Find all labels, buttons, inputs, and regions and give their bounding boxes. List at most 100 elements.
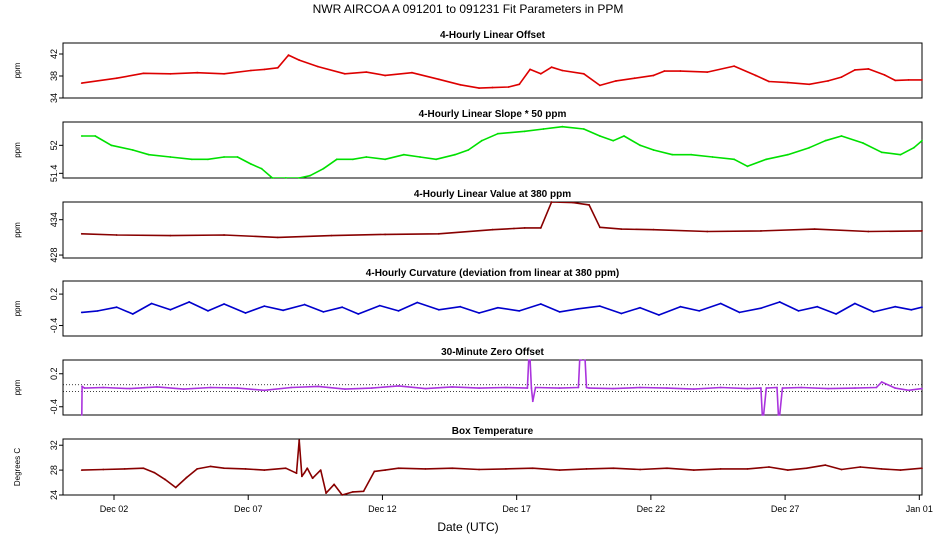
panel-frame	[62, 280, 923, 337]
panel-title: 4-Hourly Curvature (deviation from linea…	[366, 268, 619, 279]
data-point	[335, 158, 338, 161]
data-point	[840, 468, 843, 471]
data-point	[505, 467, 507, 470]
data-point	[827, 387, 829, 390]
data-point	[317, 65, 319, 68]
data-point	[572, 201, 574, 204]
data-point	[123, 467, 126, 470]
data-point	[875, 386, 878, 389]
data-point	[786, 153, 789, 156]
data-point	[746, 467, 749, 470]
data-point	[306, 467, 309, 470]
data-point	[341, 306, 344, 309]
data-point	[174, 486, 177, 489]
data-point	[276, 66, 279, 69]
data-point	[319, 469, 322, 472]
data-point	[761, 414, 764, 416]
data-point	[816, 305, 819, 308]
y-tick-label: 28	[49, 465, 59, 475]
y-tick-label: 24	[49, 490, 59, 500]
y-axis-label: ppm	[13, 222, 22, 238]
data-point	[529, 68, 531, 71]
data-point	[263, 305, 266, 308]
data-point	[797, 309, 800, 312]
x-tick-label: Dec 27	[771, 504, 800, 514]
data-point	[80, 414, 83, 416]
data-point	[276, 236, 279, 239]
data-point	[585, 467, 588, 470]
data-point	[196, 71, 199, 74]
data-point	[459, 305, 462, 308]
data-point	[513, 227, 515, 230]
data-point	[582, 72, 585, 75]
y-tick-label: 0.2	[49, 288, 59, 301]
data-point	[196, 467, 199, 470]
data-point	[284, 467, 287, 470]
data-point	[115, 234, 118, 236]
data-point	[894, 305, 897, 308]
panel-4: 4-Hourly Curvature (deviation from linea…	[13, 268, 923, 337]
data-point	[577, 386, 580, 389]
data-point	[352, 490, 354, 493]
data-point	[746, 165, 749, 168]
data-point	[679, 70, 682, 72]
data-point	[800, 386, 803, 389]
data-point	[80, 232, 83, 235]
data-point	[250, 163, 252, 165]
data-point	[341, 494, 344, 496]
data-point	[403, 153, 405, 156]
data-point	[115, 306, 118, 309]
data-point	[223, 303, 225, 305]
data-point	[496, 306, 499, 309]
data-point	[907, 389, 910, 392]
data-point	[94, 135, 97, 137]
x-axis: Dec 02 Dec 07 Dec 12 Dec 17 Dec 22 Dec 27 Jan …	[100, 495, 933, 514]
data-point	[840, 76, 843, 78]
data-point	[598, 226, 601, 229]
data-point	[523, 227, 526, 229]
data-point	[131, 313, 134, 315]
data-point	[397, 467, 400, 470]
data-point	[894, 79, 897, 82]
data-point	[102, 386, 105, 389]
data-point	[853, 69, 856, 71]
panel-title: 4-Hourly Linear Slope * 50 ppm	[419, 109, 567, 120]
data-point	[303, 303, 306, 306]
data-point	[81, 385, 83, 388]
data-point	[531, 400, 534, 403]
data-point	[80, 82, 83, 85]
data-point	[862, 142, 864, 144]
data-point	[584, 359, 587, 361]
data-point	[639, 468, 642, 471]
data-point	[271, 177, 274, 179]
panel-2: 4-Hourly Linear Slope * 50 ppm 51.4 52 ppm	[13, 109, 923, 182]
data-point	[585, 386, 588, 389]
data-point	[633, 77, 636, 80]
data-point	[805, 467, 808, 470]
data-point	[813, 228, 816, 231]
data-point	[478, 312, 480, 314]
data-point	[762, 414, 765, 416]
data-point	[435, 158, 438, 161]
data-point	[921, 139, 923, 142]
data-point	[80, 135, 83, 137]
data-point	[786, 469, 789, 472]
data-point	[921, 229, 923, 232]
data-point	[558, 311, 561, 313]
y-tick-label: 42	[49, 49, 59, 59]
data-point	[298, 177, 301, 179]
data-point	[531, 467, 534, 470]
data-point	[679, 305, 682, 308]
panel-title: 4-Hourly Linear Offset	[440, 30, 546, 41]
series-line	[81, 125, 922, 178]
data-point	[207, 309, 209, 312]
data-point	[236, 387, 239, 389]
data-point	[658, 314, 660, 316]
data-point	[317, 385, 319, 388]
data-point	[558, 387, 561, 389]
data-point	[580, 359, 582, 361]
data-point	[518, 309, 521, 312]
data-point	[598, 84, 601, 87]
data-point	[639, 386, 642, 389]
x-tick-label: Dec 22	[637, 504, 666, 514]
